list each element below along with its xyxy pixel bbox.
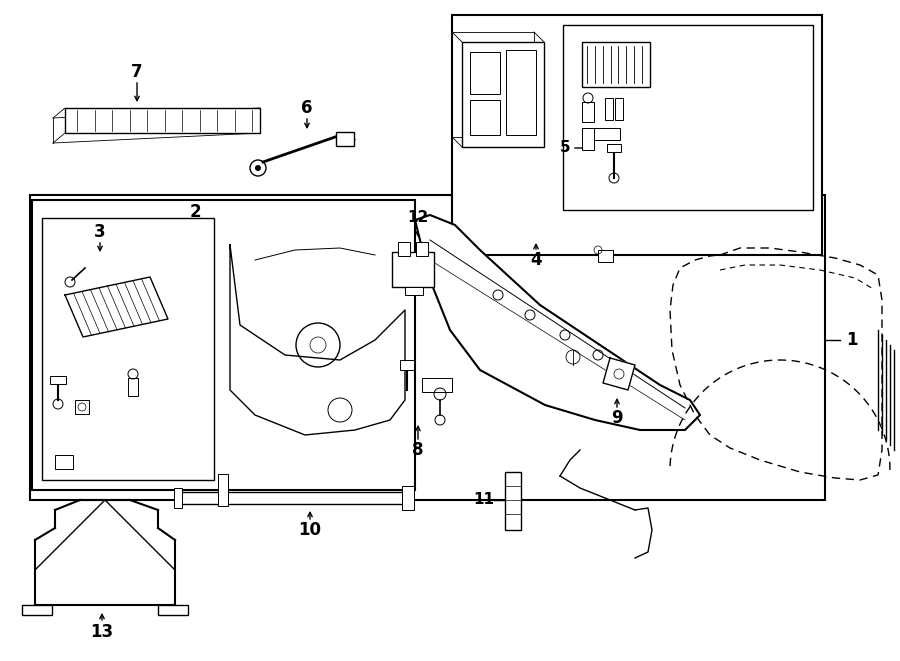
Bar bbox=[582, 42, 650, 87]
Circle shape bbox=[255, 165, 261, 171]
Polygon shape bbox=[603, 358, 635, 390]
Bar bbox=[42, 218, 214, 480]
Text: 11: 11 bbox=[473, 492, 494, 508]
Bar bbox=[55, 455, 73, 469]
Text: 10: 10 bbox=[299, 521, 321, 539]
Bar bbox=[470, 52, 500, 94]
Text: 9: 9 bbox=[611, 409, 623, 427]
Bar bbox=[582, 128, 594, 150]
Bar bbox=[582, 128, 620, 140]
Text: 4: 4 bbox=[530, 251, 542, 269]
Bar bbox=[598, 250, 613, 262]
Bar bbox=[158, 605, 188, 615]
Bar bbox=[400, 360, 414, 370]
Bar bbox=[22, 605, 52, 615]
Bar bbox=[563, 25, 813, 210]
Text: 13: 13 bbox=[90, 623, 113, 641]
Bar bbox=[405, 287, 423, 295]
Text: 8: 8 bbox=[412, 441, 424, 459]
Bar bbox=[505, 472, 521, 530]
Text: 12: 12 bbox=[408, 210, 428, 225]
Bar bbox=[218, 474, 228, 506]
Bar bbox=[506, 50, 536, 135]
Bar bbox=[416, 242, 428, 256]
Bar bbox=[65, 108, 260, 133]
Polygon shape bbox=[65, 277, 168, 337]
Bar bbox=[50, 376, 66, 384]
Text: 2: 2 bbox=[189, 203, 201, 221]
Text: 7: 7 bbox=[131, 63, 143, 81]
Bar bbox=[462, 42, 544, 147]
Bar bbox=[470, 100, 500, 135]
Bar bbox=[178, 492, 406, 504]
Bar bbox=[605, 98, 613, 120]
Bar bbox=[336, 132, 354, 146]
Text: 6: 6 bbox=[302, 99, 313, 117]
Text: 3: 3 bbox=[94, 223, 106, 241]
Bar bbox=[32, 200, 415, 490]
Bar bbox=[422, 378, 452, 392]
Bar bbox=[615, 98, 623, 120]
Bar bbox=[398, 242, 410, 256]
Bar bbox=[452, 15, 822, 255]
Text: 5: 5 bbox=[560, 141, 571, 155]
Bar bbox=[75, 400, 89, 414]
Bar bbox=[607, 144, 621, 152]
Bar bbox=[392, 252, 434, 287]
Bar bbox=[174, 488, 182, 508]
Polygon shape bbox=[230, 245, 405, 435]
Bar bbox=[402, 486, 414, 510]
Bar bbox=[30, 195, 825, 500]
Polygon shape bbox=[415, 215, 700, 430]
Bar bbox=[128, 378, 138, 396]
Bar bbox=[582, 102, 594, 122]
Text: 1: 1 bbox=[846, 331, 858, 349]
